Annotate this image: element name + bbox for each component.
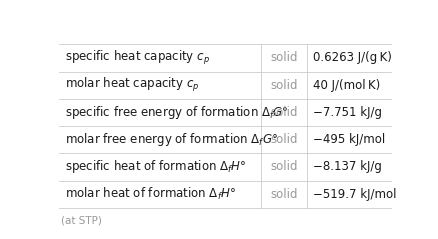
Text: 40 J/(mol K): 40 J/(mol K) [313,79,380,92]
Text: −519.7 kJ/mol: −519.7 kJ/mol [313,188,396,201]
Text: specific free energy of formation $\Delta_f G°$: specific free energy of formation $\Delt… [65,104,288,121]
Text: molar heat of formation $\Delta_f H°$: molar heat of formation $\Delta_f H°$ [65,186,236,202]
Text: solid: solid [270,133,297,146]
Text: −8.137 kJ/g: −8.137 kJ/g [313,160,381,173]
Text: (at STP): (at STP) [60,215,101,225]
Text: −495 kJ/mol: −495 kJ/mol [313,133,385,146]
Text: specific heat of formation $\Delta_f H°$: specific heat of formation $\Delta_f H°$ [65,158,246,175]
Text: solid: solid [270,188,297,201]
Text: solid: solid [270,106,297,119]
Text: solid: solid [270,160,297,173]
Text: solid: solid [270,79,297,92]
Text: 0.6263 J/(g K): 0.6263 J/(g K) [313,51,392,65]
Text: −7.751 kJ/g: −7.751 kJ/g [313,106,381,119]
Text: solid: solid [270,51,297,65]
Text: molar heat capacity $c_p$: molar heat capacity $c_p$ [65,76,199,94]
Text: specific heat capacity $c_p$: specific heat capacity $c_p$ [65,49,210,67]
Text: molar free energy of formation $\Delta_f G°$: molar free energy of formation $\Delta_f… [65,131,278,148]
